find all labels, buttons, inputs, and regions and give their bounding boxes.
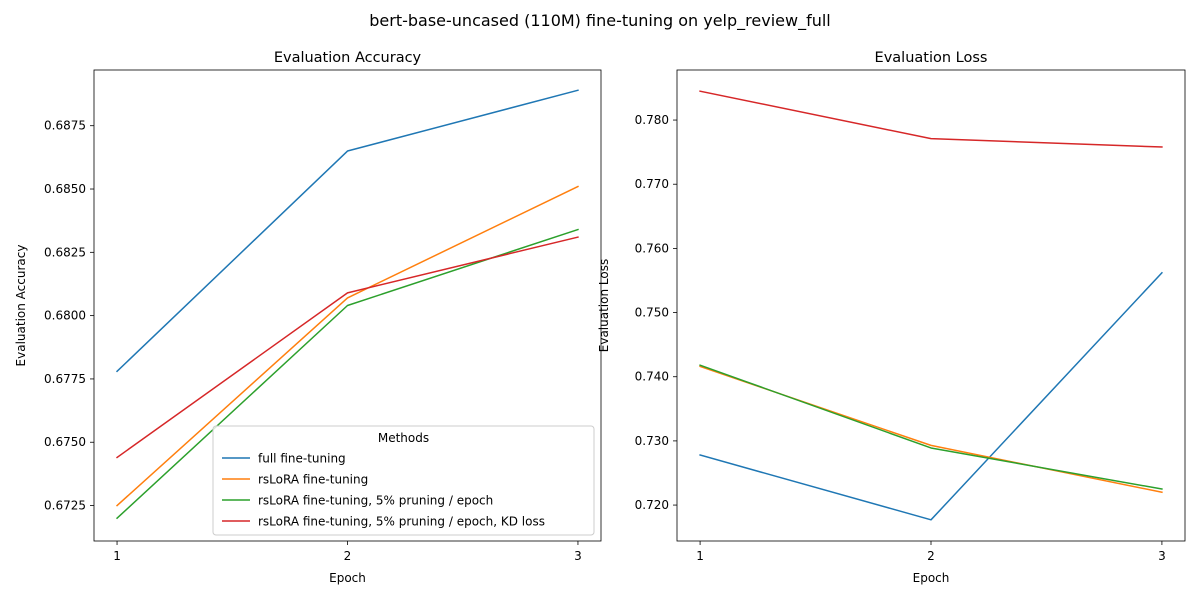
- acc-x-tick-label: 2: [344, 549, 352, 563]
- loss-line-kd: [699, 90, 1163, 148]
- loss-y-tick-label: 0.750: [635, 306, 669, 320]
- loss-x-tick-label: 3: [1158, 549, 1166, 563]
- loss-x-tick-label: 1: [696, 549, 704, 563]
- acc-y-tick-label: 0.6775: [44, 372, 86, 386]
- loss-line-full: [699, 271, 1163, 521]
- loss-y-tick-label: 0.730: [635, 434, 669, 448]
- acc-y-tick-label: 0.6825: [44, 245, 86, 259]
- legend-title: Methods: [378, 431, 429, 445]
- acc-y-axis-label: Evaluation Accuracy: [14, 245, 28, 367]
- figure-suptitle: bert-base-uncased (110M) fine-tuning on …: [369, 11, 830, 31]
- legend-entry-full-label: full fine-tuning: [258, 452, 346, 466]
- loss-panel-title: Evaluation Loss: [875, 50, 988, 66]
- loss-y-tick-label: 0.770: [635, 177, 669, 191]
- loss-panel: 1 2 3 0.720 0.730 0.740 0.750 0.760 0.770 0.780 Ev…: [597, 50, 1186, 585]
- acc-y-tick-label: 0.6875: [44, 119, 86, 133]
- acc-line-prune: [115, 228, 579, 520]
- acc-y-tick-label: 0.6750: [44, 435, 86, 449]
- legend-entry-rslora-label: rsLoRA fine-tuning: [258, 473, 368, 487]
- acc-line-kd: [116, 236, 579, 459]
- loss-y-tick-label: 0.740: [635, 370, 669, 384]
- acc-x-axis-label: Epoch: [329, 571, 366, 585]
- acc-line-rslora: [115, 185, 579, 507]
- acc-y-tick-label: 0.6850: [44, 182, 86, 196]
- loss-y-tick-label: 0.720: [635, 498, 669, 512]
- acc-y-tick-label: 0.6725: [44, 499, 86, 513]
- loss-y-axis-label: Evaluation Loss: [597, 259, 611, 352]
- loss-x-axis-label: Epoch: [913, 571, 950, 585]
- loss-x-tick-label: 2: [927, 549, 935, 563]
- legend-entry-prune-label: rsLoRA fine-tuning, 5% pruning / epoch: [258, 494, 493, 508]
- acc-x-tick-label: 3: [574, 549, 582, 563]
- acc-y-tick-label: 0.6800: [44, 309, 86, 323]
- acc-x-tick-label: 1: [113, 549, 121, 563]
- legend: Methods full fine-tuning rsLoRA fine-tunin…: [212, 425, 595, 536]
- loss-y-tick-label: 0.780: [635, 113, 669, 127]
- acc-panel-title: Evaluation Accuracy: [274, 50, 422, 66]
- loss-line-rslora: [699, 365, 1163, 494]
- loss-y-tick-label: 0.760: [635, 241, 669, 255]
- loss-line-prune: [699, 364, 1163, 490]
- acc-line-full: [115, 89, 579, 373]
- accuracy-panel: 1 2 3 0.6725 0.6750 0.6775 0.6800 0.6825 0.6850 0…: [14, 50, 602, 585]
- legend-box: [212, 425, 595, 536]
- legend-entry-kd-label: rsLoRA fine-tuning, 5% pruning / epoch, …: [258, 515, 545, 529]
